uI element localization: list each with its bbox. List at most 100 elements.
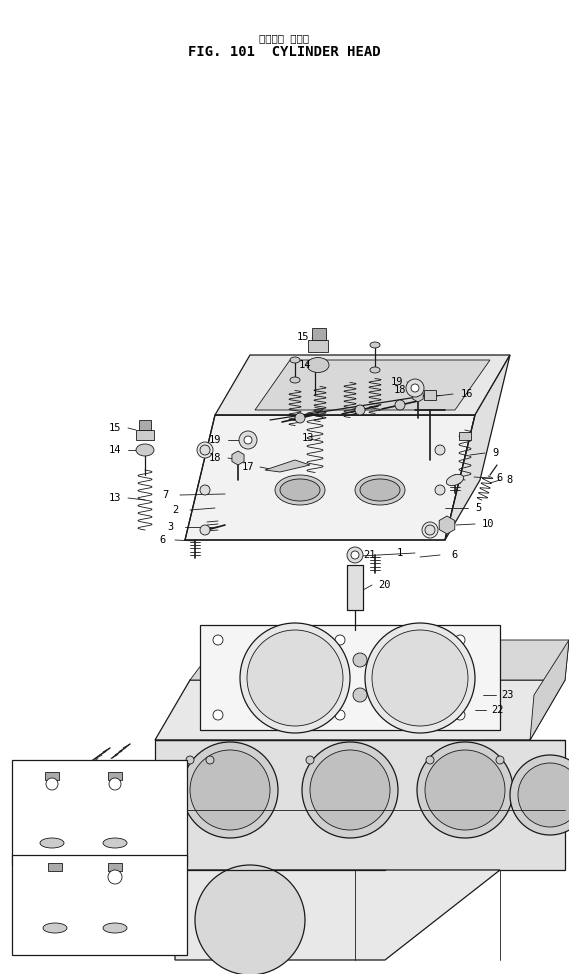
Text: 11: 11 bbox=[24, 890, 36, 900]
Text: 適用号機: 適用号機 bbox=[15, 911, 36, 919]
Circle shape bbox=[425, 750, 505, 830]
Bar bbox=[108, 772, 122, 780]
Text: 9: 9 bbox=[493, 448, 499, 458]
Bar bbox=[347, 565, 363, 610]
Circle shape bbox=[310, 750, 390, 830]
Text: 14: 14 bbox=[109, 445, 121, 455]
Bar bbox=[12, 855, 187, 955]
Text: 6: 6 bbox=[160, 535, 166, 545]
Circle shape bbox=[206, 756, 214, 764]
Bar bbox=[308, 340, 328, 352]
Polygon shape bbox=[175, 870, 500, 960]
Circle shape bbox=[422, 522, 438, 538]
Ellipse shape bbox=[360, 479, 400, 501]
Circle shape bbox=[213, 710, 223, 720]
Circle shape bbox=[372, 630, 468, 726]
Polygon shape bbox=[265, 460, 310, 472]
Ellipse shape bbox=[136, 444, 154, 456]
Circle shape bbox=[353, 653, 367, 667]
Bar bbox=[459, 432, 471, 440]
Text: 12: 12 bbox=[142, 870, 154, 880]
Text: FIG. 101  CYLINDER HEAD: FIG. 101 CYLINDER HEAD bbox=[188, 45, 380, 59]
Circle shape bbox=[306, 756, 314, 764]
Text: 8: 8 bbox=[507, 475, 513, 485]
Circle shape bbox=[425, 525, 435, 535]
Circle shape bbox=[200, 525, 210, 535]
Circle shape bbox=[240, 623, 350, 733]
Circle shape bbox=[335, 710, 345, 720]
Bar bbox=[139, 420, 151, 430]
Bar bbox=[12, 760, 187, 865]
Text: 22: 22 bbox=[492, 705, 504, 715]
Ellipse shape bbox=[103, 923, 127, 933]
Ellipse shape bbox=[280, 479, 320, 501]
Circle shape bbox=[46, 778, 58, 790]
Circle shape bbox=[347, 547, 363, 563]
Text: 3: 3 bbox=[167, 522, 173, 532]
Text: 19: 19 bbox=[209, 435, 221, 445]
Ellipse shape bbox=[446, 474, 464, 486]
Circle shape bbox=[275, 710, 285, 720]
Circle shape bbox=[518, 763, 569, 827]
Text: 6: 6 bbox=[497, 473, 503, 483]
Circle shape bbox=[417, 742, 513, 838]
Bar bbox=[424, 390, 436, 400]
Text: 2: 2 bbox=[172, 505, 178, 515]
Circle shape bbox=[435, 445, 445, 455]
Text: 11: 11 bbox=[53, 792, 66, 802]
Circle shape bbox=[197, 442, 213, 458]
Text: 13: 13 bbox=[302, 433, 314, 443]
Text: 1: 1 bbox=[397, 548, 403, 558]
Ellipse shape bbox=[370, 342, 380, 348]
Polygon shape bbox=[445, 355, 510, 540]
Circle shape bbox=[455, 710, 465, 720]
Text: シリンダ ヘッド: シリンダ ヘッド bbox=[259, 33, 309, 43]
Text: 15: 15 bbox=[109, 423, 121, 433]
Circle shape bbox=[239, 431, 257, 449]
Circle shape bbox=[406, 379, 424, 397]
Text: 21: 21 bbox=[364, 550, 376, 560]
Circle shape bbox=[200, 445, 210, 455]
Polygon shape bbox=[530, 640, 569, 740]
Circle shape bbox=[195, 865, 305, 974]
Text: 4: 4 bbox=[92, 773, 98, 783]
Text: 18: 18 bbox=[394, 385, 406, 395]
Circle shape bbox=[510, 755, 569, 835]
Ellipse shape bbox=[103, 838, 127, 848]
Polygon shape bbox=[255, 360, 490, 410]
Circle shape bbox=[109, 778, 121, 790]
Text: 12: 12 bbox=[142, 787, 154, 797]
Circle shape bbox=[365, 623, 475, 733]
Circle shape bbox=[190, 750, 270, 830]
Bar bbox=[48, 863, 62, 871]
Circle shape bbox=[335, 635, 345, 645]
Text: HD180 Engine No.148463~: HD180 Engine No.148463~ bbox=[15, 923, 139, 932]
Circle shape bbox=[395, 710, 405, 720]
Ellipse shape bbox=[275, 475, 325, 505]
Circle shape bbox=[244, 436, 252, 444]
Ellipse shape bbox=[290, 377, 300, 383]
Circle shape bbox=[353, 688, 367, 702]
Polygon shape bbox=[155, 680, 565, 740]
Circle shape bbox=[355, 405, 365, 415]
Bar bbox=[108, 863, 122, 871]
Bar bbox=[155, 740, 565, 870]
Circle shape bbox=[186, 756, 194, 764]
Text: 7: 7 bbox=[162, 490, 168, 500]
Circle shape bbox=[247, 630, 343, 726]
Circle shape bbox=[426, 756, 434, 764]
Circle shape bbox=[351, 551, 359, 559]
Text: 15: 15 bbox=[297, 332, 309, 342]
Circle shape bbox=[395, 400, 405, 410]
Polygon shape bbox=[190, 640, 569, 680]
Ellipse shape bbox=[43, 923, 67, 933]
Bar bbox=[312, 328, 326, 340]
Text: 4: 4 bbox=[132, 773, 138, 783]
Circle shape bbox=[496, 756, 504, 764]
Ellipse shape bbox=[355, 475, 405, 505]
Circle shape bbox=[295, 413, 305, 423]
Bar bbox=[136, 430, 154, 440]
Ellipse shape bbox=[370, 367, 380, 373]
Circle shape bbox=[108, 870, 122, 884]
Circle shape bbox=[213, 635, 223, 645]
